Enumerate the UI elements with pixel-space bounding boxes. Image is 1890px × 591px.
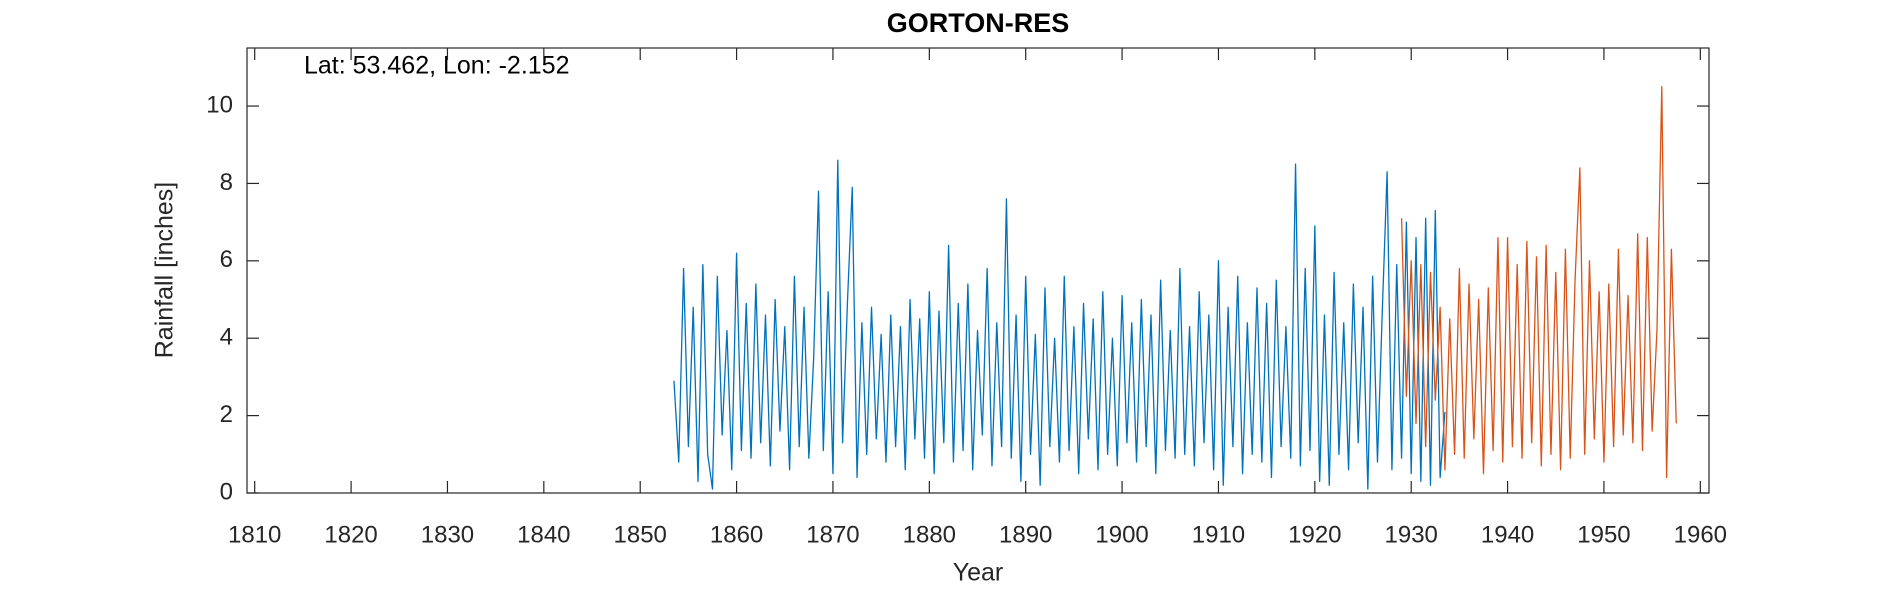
x-tick-label: 1820 xyxy=(324,521,377,548)
y-tick-label: 4 xyxy=(220,324,233,351)
x-tick-label: 1850 xyxy=(614,521,667,548)
x-tick-label: 1870 xyxy=(806,521,859,548)
x-tick-label: 1830 xyxy=(421,521,474,548)
x-tick-label: 1950 xyxy=(1577,521,1630,548)
y-axis-label: Rainfall [inches] xyxy=(151,182,179,358)
chart-title: GORTON-RES xyxy=(887,8,1070,38)
x-axis-label: Year xyxy=(953,559,1004,587)
x-tick-label: 1810 xyxy=(228,521,281,548)
y-tick-label: 6 xyxy=(220,246,233,273)
x-tick-label: 1910 xyxy=(1192,521,1245,548)
x-tick-label: 1880 xyxy=(903,521,956,548)
annotation: Lat: 53.462, Lon: -2.152 xyxy=(304,52,570,80)
x-tick-label: 1840 xyxy=(517,521,570,548)
data-line xyxy=(1400,86,1677,479)
data-line xyxy=(673,159,1446,490)
x-tick-label: 1890 xyxy=(999,521,1052,548)
x-tick-label: 1960 xyxy=(1674,521,1727,548)
y-tick-label: 8 xyxy=(220,169,233,196)
y-tick-label: 0 xyxy=(220,478,233,505)
x-tick-label: 1940 xyxy=(1481,521,1534,548)
x-tick-label: 1900 xyxy=(1095,521,1148,548)
x-tick-label: 1930 xyxy=(1385,521,1438,548)
axes-box xyxy=(246,47,1710,494)
y-tick-label: 10 xyxy=(206,91,233,118)
y-tick-label: 2 xyxy=(220,401,233,428)
x-tick-label: 1860 xyxy=(710,521,763,548)
plot-area xyxy=(673,86,1677,490)
x-tick-label: 1920 xyxy=(1288,521,1341,548)
